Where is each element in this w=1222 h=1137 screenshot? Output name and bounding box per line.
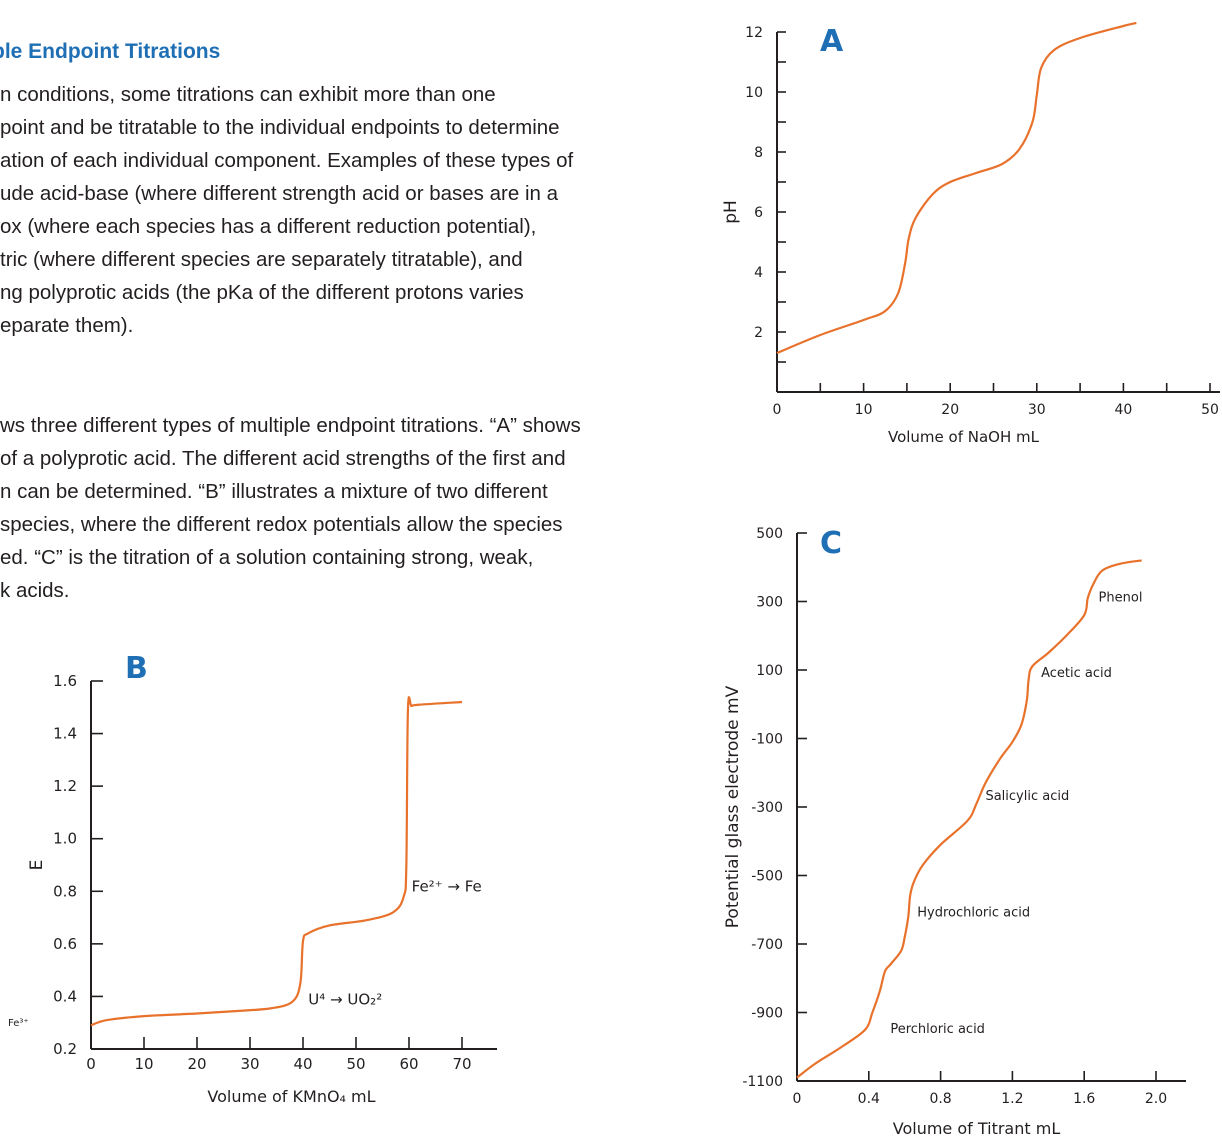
x-tick-label: 2.0 <box>1145 1091 1167 1107</box>
x-axis-title: Volume of Titrant mL <box>893 1119 1061 1137</box>
x-tick-label: 0 <box>773 402 782 418</box>
chart-b-redox-titration: 0.2 0.4 0.6 0.8 1.0 1.2 1.4 1.6 0 10 20 30 40 50 60 70 V… <box>8 651 497 1106</box>
y-tick-label: 10 <box>745 85 763 101</box>
x-tick-label: 20 <box>187 1055 206 1073</box>
section-heading: ple Endpoint Titrations <box>0 40 221 63</box>
y-axis-title: E <box>27 860 47 871</box>
paragraph-line: ox (where each species has a different r… <box>0 215 537 238</box>
y-tick-label: 2 <box>754 325 763 341</box>
x-tick-label: 0 <box>793 1091 802 1107</box>
x-tick-label: 1.2 <box>1001 1091 1023 1107</box>
y-tick-label: 1.6 <box>53 672 77 690</box>
y-tick-label: 12 <box>745 25 763 41</box>
y-tick-label: -1100 <box>742 1074 783 1090</box>
y-tick-label: 100 <box>756 663 783 679</box>
titration-curve <box>776 21 1137 355</box>
x-tick-label: 70 <box>452 1055 471 1073</box>
y-tick-label: 0.8 <box>53 882 77 900</box>
paragraph-line: ws three different types of multiple end… <box>0 414 581 437</box>
curve-annotation: Acetic acid <box>1041 666 1112 681</box>
chart-c-acid-mixture-titration: -1100 -900 -700 -500 -300 -100 100 300 500 0 0.4 0.… <box>723 526 1186 1137</box>
paragraph-intro: n conditions, some titrations can exhibi… <box>0 78 573 342</box>
paragraph-line: species, where the different redox poten… <box>0 513 563 536</box>
y-tick-label: 500 <box>756 526 783 542</box>
y-axis-title: pH <box>721 200 741 224</box>
x-tick-label: 1.6 <box>1073 1091 1095 1107</box>
panel-label: A <box>820 24 844 59</box>
paragraph-line: eparate them). <box>0 314 134 337</box>
paragraph-line: ng polyprotic acids (the pKa of the diff… <box>0 281 524 304</box>
x-tick-label: 0.4 <box>858 1091 880 1107</box>
curve-annotation: Fe²⁺ → Fe <box>412 877 482 895</box>
panel-label: C <box>820 526 842 561</box>
x-tick-label: 40 <box>293 1055 312 1073</box>
x-tick-label: 50 <box>346 1055 365 1073</box>
y-tick-label: 0.6 <box>53 935 77 953</box>
x-axis-title: Volume of NaOH mL <box>888 428 1040 446</box>
x-tick-label: 0 <box>86 1055 96 1073</box>
paragraph-figure-description: ws three different types of multiple end… <box>0 409 581 607</box>
y-tick-label: -900 <box>751 1006 783 1022</box>
titration-curve <box>796 559 1142 1079</box>
curve-annotation: U⁴ → UO₂² <box>308 990 382 1008</box>
curve-annotation: Fe³⁺ <box>8 1018 29 1029</box>
chart-a-ph-titration: 2 4 6 8 10 12 0 10 20 30 40 50 Volume of NaOH mL pH A <box>721 21 1220 446</box>
x-tick-label: 0.8 <box>929 1091 951 1107</box>
y-tick-label: -100 <box>751 732 783 748</box>
y-tick-label: 4 <box>754 265 763 281</box>
paragraph-line: n conditions, some titrations can exhibi… <box>0 83 496 106</box>
paragraph-line: of a polyprotic acid. The different acid… <box>0 447 566 470</box>
titration-curve <box>90 696 463 1027</box>
x-tick-label: 40 <box>1114 402 1132 418</box>
y-tick-label: 1.4 <box>53 725 77 743</box>
curve-annotation: Hydrochloric acid <box>917 906 1030 921</box>
paragraph-line: n can be determined. “B” illustrates a m… <box>0 480 548 503</box>
x-tick-label: 20 <box>941 402 959 418</box>
paragraph-line: ation of each individual component. Exam… <box>0 149 574 172</box>
paragraph-line: ude acid-base (where different strength … <box>0 182 559 205</box>
y-tick-label: -700 <box>751 937 783 953</box>
y-axis-title: Potential glass electrode mV <box>723 685 743 928</box>
curve-annotation: Salicylic acid <box>985 789 1069 804</box>
x-tick-label: 60 <box>399 1055 418 1073</box>
curve-annotation: Phenol <box>1099 591 1143 606</box>
paragraph-line: tric (where different species are separa… <box>0 248 523 271</box>
y-tick-label: 0.2 <box>53 1040 77 1058</box>
x-tick-label: 30 <box>1028 402 1046 418</box>
x-tick-label: 10 <box>134 1055 153 1073</box>
x-tick-label: 30 <box>240 1055 259 1073</box>
paragraph-line: point and be titratable to the individua… <box>0 116 560 139</box>
y-tick-label: 300 <box>756 595 783 611</box>
y-tick-label: 1.0 <box>53 830 77 848</box>
x-axis-title: Volume of KMnO₄ mL <box>207 1087 375 1106</box>
y-tick-label: 6 <box>754 205 763 221</box>
paragraph-line: ed. “C” is the titration of a solution c… <box>0 546 534 569</box>
curve-annotation: Perchloric acid <box>890 1022 985 1037</box>
y-tick-label: -500 <box>751 869 783 885</box>
panel-label: B <box>125 651 148 686</box>
y-tick-label: 8 <box>754 145 763 161</box>
x-tick-label: 50 <box>1201 402 1219 418</box>
x-tick-label: 10 <box>855 402 873 418</box>
y-tick-label: 1.2 <box>53 777 77 795</box>
paragraph-line: k acids. <box>0 579 70 602</box>
y-tick-label: -300 <box>751 800 783 816</box>
y-tick-label: 0.4 <box>53 987 77 1005</box>
